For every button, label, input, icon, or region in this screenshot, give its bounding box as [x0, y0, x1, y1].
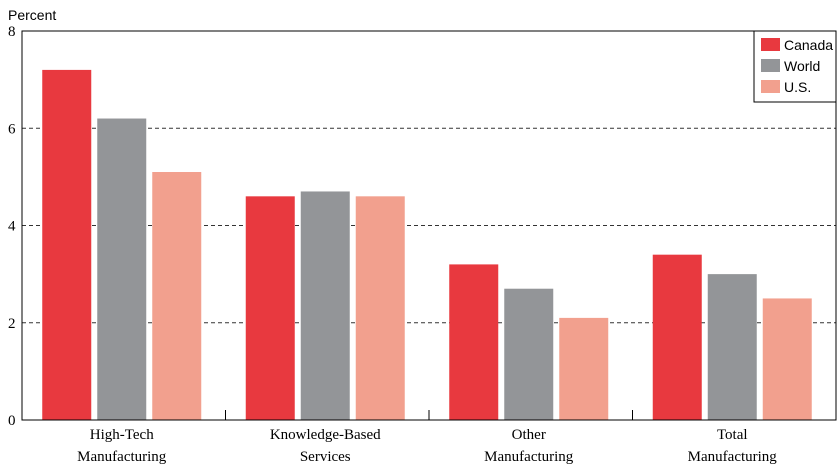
x-category-label: Services	[300, 449, 351, 465]
bar-us-2	[559, 317, 609, 420]
x-category-label: Manufacturing	[77, 449, 167, 465]
bar-us-0	[152, 172, 202, 420]
bar-world-2	[504, 288, 554, 420]
bar-world-0	[97, 118, 147, 421]
bar-canada-0	[42, 69, 92, 421]
bar-canada-2	[449, 264, 499, 420]
y-tick-label: 8	[8, 24, 16, 40]
bar-world-1	[300, 191, 350, 420]
legend-swatch	[761, 80, 780, 93]
legend: Canada World U.S.	[753, 30, 837, 103]
legend-label: World	[784, 58, 820, 74]
y-tick-label: 6	[8, 121, 16, 137]
legend-label: Canada	[784, 37, 833, 53]
axes	[21, 30, 837, 421]
x-category-label: Knowledge-Based	[270, 427, 381, 443]
legend-swatch	[761, 59, 780, 72]
bar-canada-1	[245, 196, 295, 420]
y-tick-label: 2	[8, 316, 16, 332]
x-category-label: Manufacturing	[688, 449, 778, 465]
bar-us-1	[355, 196, 405, 420]
bar-canada-3	[652, 254, 702, 420]
y-tick-label: 4	[8, 219, 16, 235]
x-category-label: Manufacturing	[484, 449, 574, 465]
x-category-labels: High-Tech Manufacturing Knowledge-Based Ser…	[77, 427, 777, 465]
bar-world-3	[707, 274, 757, 420]
bar-us-3	[762, 298, 812, 420]
x-category-label: Total	[717, 427, 748, 443]
bars	[42, 69, 812, 421]
y-tick-labels: 0 2 4 6 8	[8, 24, 16, 429]
x-category-label: Other	[512, 427, 546, 443]
y-tick-label: 0	[8, 413, 16, 429]
legend-label: U.S.	[784, 79, 811, 95]
legend-swatch	[761, 38, 780, 51]
x-category-label: High-Tech	[90, 427, 154, 443]
y-axis-title: Percent	[8, 7, 56, 23]
